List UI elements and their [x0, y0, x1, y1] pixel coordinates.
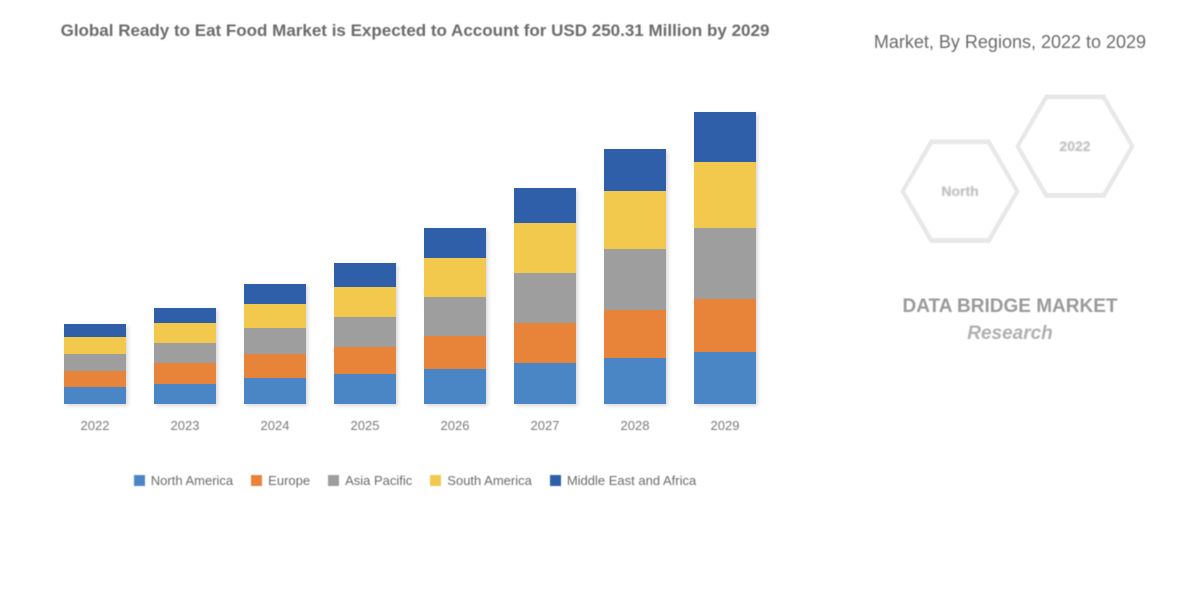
bar-segment [424, 297, 486, 336]
legend-swatch [328, 475, 339, 486]
bar-segment [154, 343, 216, 363]
hexagon-graphic: North 2022 [880, 84, 1140, 264]
x-axis-label: 2025 [351, 418, 380, 433]
bar-segment [694, 352, 756, 404]
bar-segment [514, 273, 576, 323]
bar-segment [514, 323, 576, 364]
bar-segment [244, 354, 306, 378]
legend-item: Europe [251, 473, 310, 488]
bar-segment [514, 363, 576, 404]
bar-group: 2029 [690, 112, 760, 433]
bar-segment [244, 378, 306, 404]
stacked-bar-chart: 2022 2023 2024 2025 2026 2027 2028 2029 [40, 63, 780, 463]
legend-item: North America [134, 473, 233, 488]
bar-segment [244, 284, 306, 304]
bar-segment [334, 374, 396, 404]
bar-group: 2024 [240, 284, 310, 433]
bar-segment [244, 304, 306, 328]
bar-segment [694, 112, 756, 162]
legend-item: Asia Pacific [328, 473, 412, 488]
bar-segment [694, 228, 756, 298]
chart-title: Global Ready to Eat Food Market is Expec… [40, 20, 790, 43]
bar-segment [64, 324, 126, 337]
bar-segment [694, 162, 756, 229]
bar-stack [244, 284, 306, 404]
bar-segment [424, 336, 486, 369]
bar-group: 2028 [600, 149, 670, 433]
bar-segment [154, 363, 216, 383]
bar-segment [604, 191, 666, 248]
bar-segment [604, 249, 666, 310]
x-axis-label: 2023 [171, 418, 200, 433]
x-axis-label: 2024 [261, 418, 290, 433]
legend-label: Middle East and Africa [567, 473, 696, 488]
bar-group: 2026 [420, 228, 490, 433]
legend-swatch [134, 475, 145, 486]
bar-segment [244, 328, 306, 354]
bar-segment [604, 358, 666, 404]
legend-item: Middle East and Africa [550, 473, 696, 488]
chart-legend: North America Europe Asia Pacific South Ame… [40, 473, 790, 488]
bar-segment [334, 317, 396, 347]
bar-segment [604, 310, 666, 358]
bar-segment [64, 387, 126, 404]
bar-segment [514, 223, 576, 273]
bar-segment [64, 371, 126, 388]
bar-segment [694, 299, 756, 353]
bar-segment [334, 287, 396, 317]
bar-segment [154, 384, 216, 404]
bar-stack [64, 324, 126, 404]
bar-segment [424, 258, 486, 297]
legend-swatch [430, 475, 441, 486]
legend-label: North America [151, 473, 233, 488]
brand-line-1: DATA BRIDGE MARKET [903, 294, 1118, 321]
bar-group: 2022 [60, 324, 130, 433]
legend-item: South America [430, 473, 532, 488]
legend-swatch [550, 475, 561, 486]
bar-segment [424, 369, 486, 404]
bar-stack [424, 228, 486, 404]
bar-segment [334, 347, 396, 375]
brand-line-2: Research [903, 321, 1118, 348]
bar-stack [514, 188, 576, 404]
info-title: Market, By Regions, 2022 to 2029 [874, 30, 1146, 54]
legend-label: Asia Pacific [345, 473, 412, 488]
legend-swatch [251, 475, 262, 486]
x-axis-label: 2028 [621, 418, 650, 433]
bar-segment [334, 263, 396, 287]
bar-group: 2023 [150, 308, 220, 433]
bar-segment [514, 188, 576, 223]
x-axis-label: 2029 [711, 418, 740, 433]
bar-group: 2027 [510, 188, 580, 433]
bar-group: 2025 [330, 263, 400, 433]
x-axis-label: 2027 [531, 418, 560, 433]
hexagon-label: North [941, 183, 978, 199]
brand-block: DATA BRIDGE MARKET Research [903, 294, 1118, 347]
bar-stack [334, 263, 396, 404]
bar-segment [424, 228, 486, 258]
hexagon-shape: 2022 [1015, 94, 1135, 198]
x-axis-label: 2022 [81, 418, 110, 433]
hexagon-label: 2022 [1059, 138, 1090, 154]
bar-segment [154, 323, 216, 343]
legend-label: Europe [268, 473, 310, 488]
legend-label: South America [447, 473, 532, 488]
chart-panel: Global Ready to Eat Food Market is Expec… [0, 0, 820, 600]
info-panel: Market, By Regions, 2022 to 2029 North 20… [820, 0, 1200, 600]
hexagon-shape: North [900, 139, 1020, 243]
bar-stack [694, 112, 756, 404]
x-axis-label: 2026 [441, 418, 470, 433]
bar-stack [604, 149, 666, 404]
bar-segment [64, 354, 126, 371]
bar-segment [64, 337, 126, 354]
bar-segment [154, 308, 216, 323]
bar-stack [154, 308, 216, 404]
bar-segment [604, 149, 666, 192]
